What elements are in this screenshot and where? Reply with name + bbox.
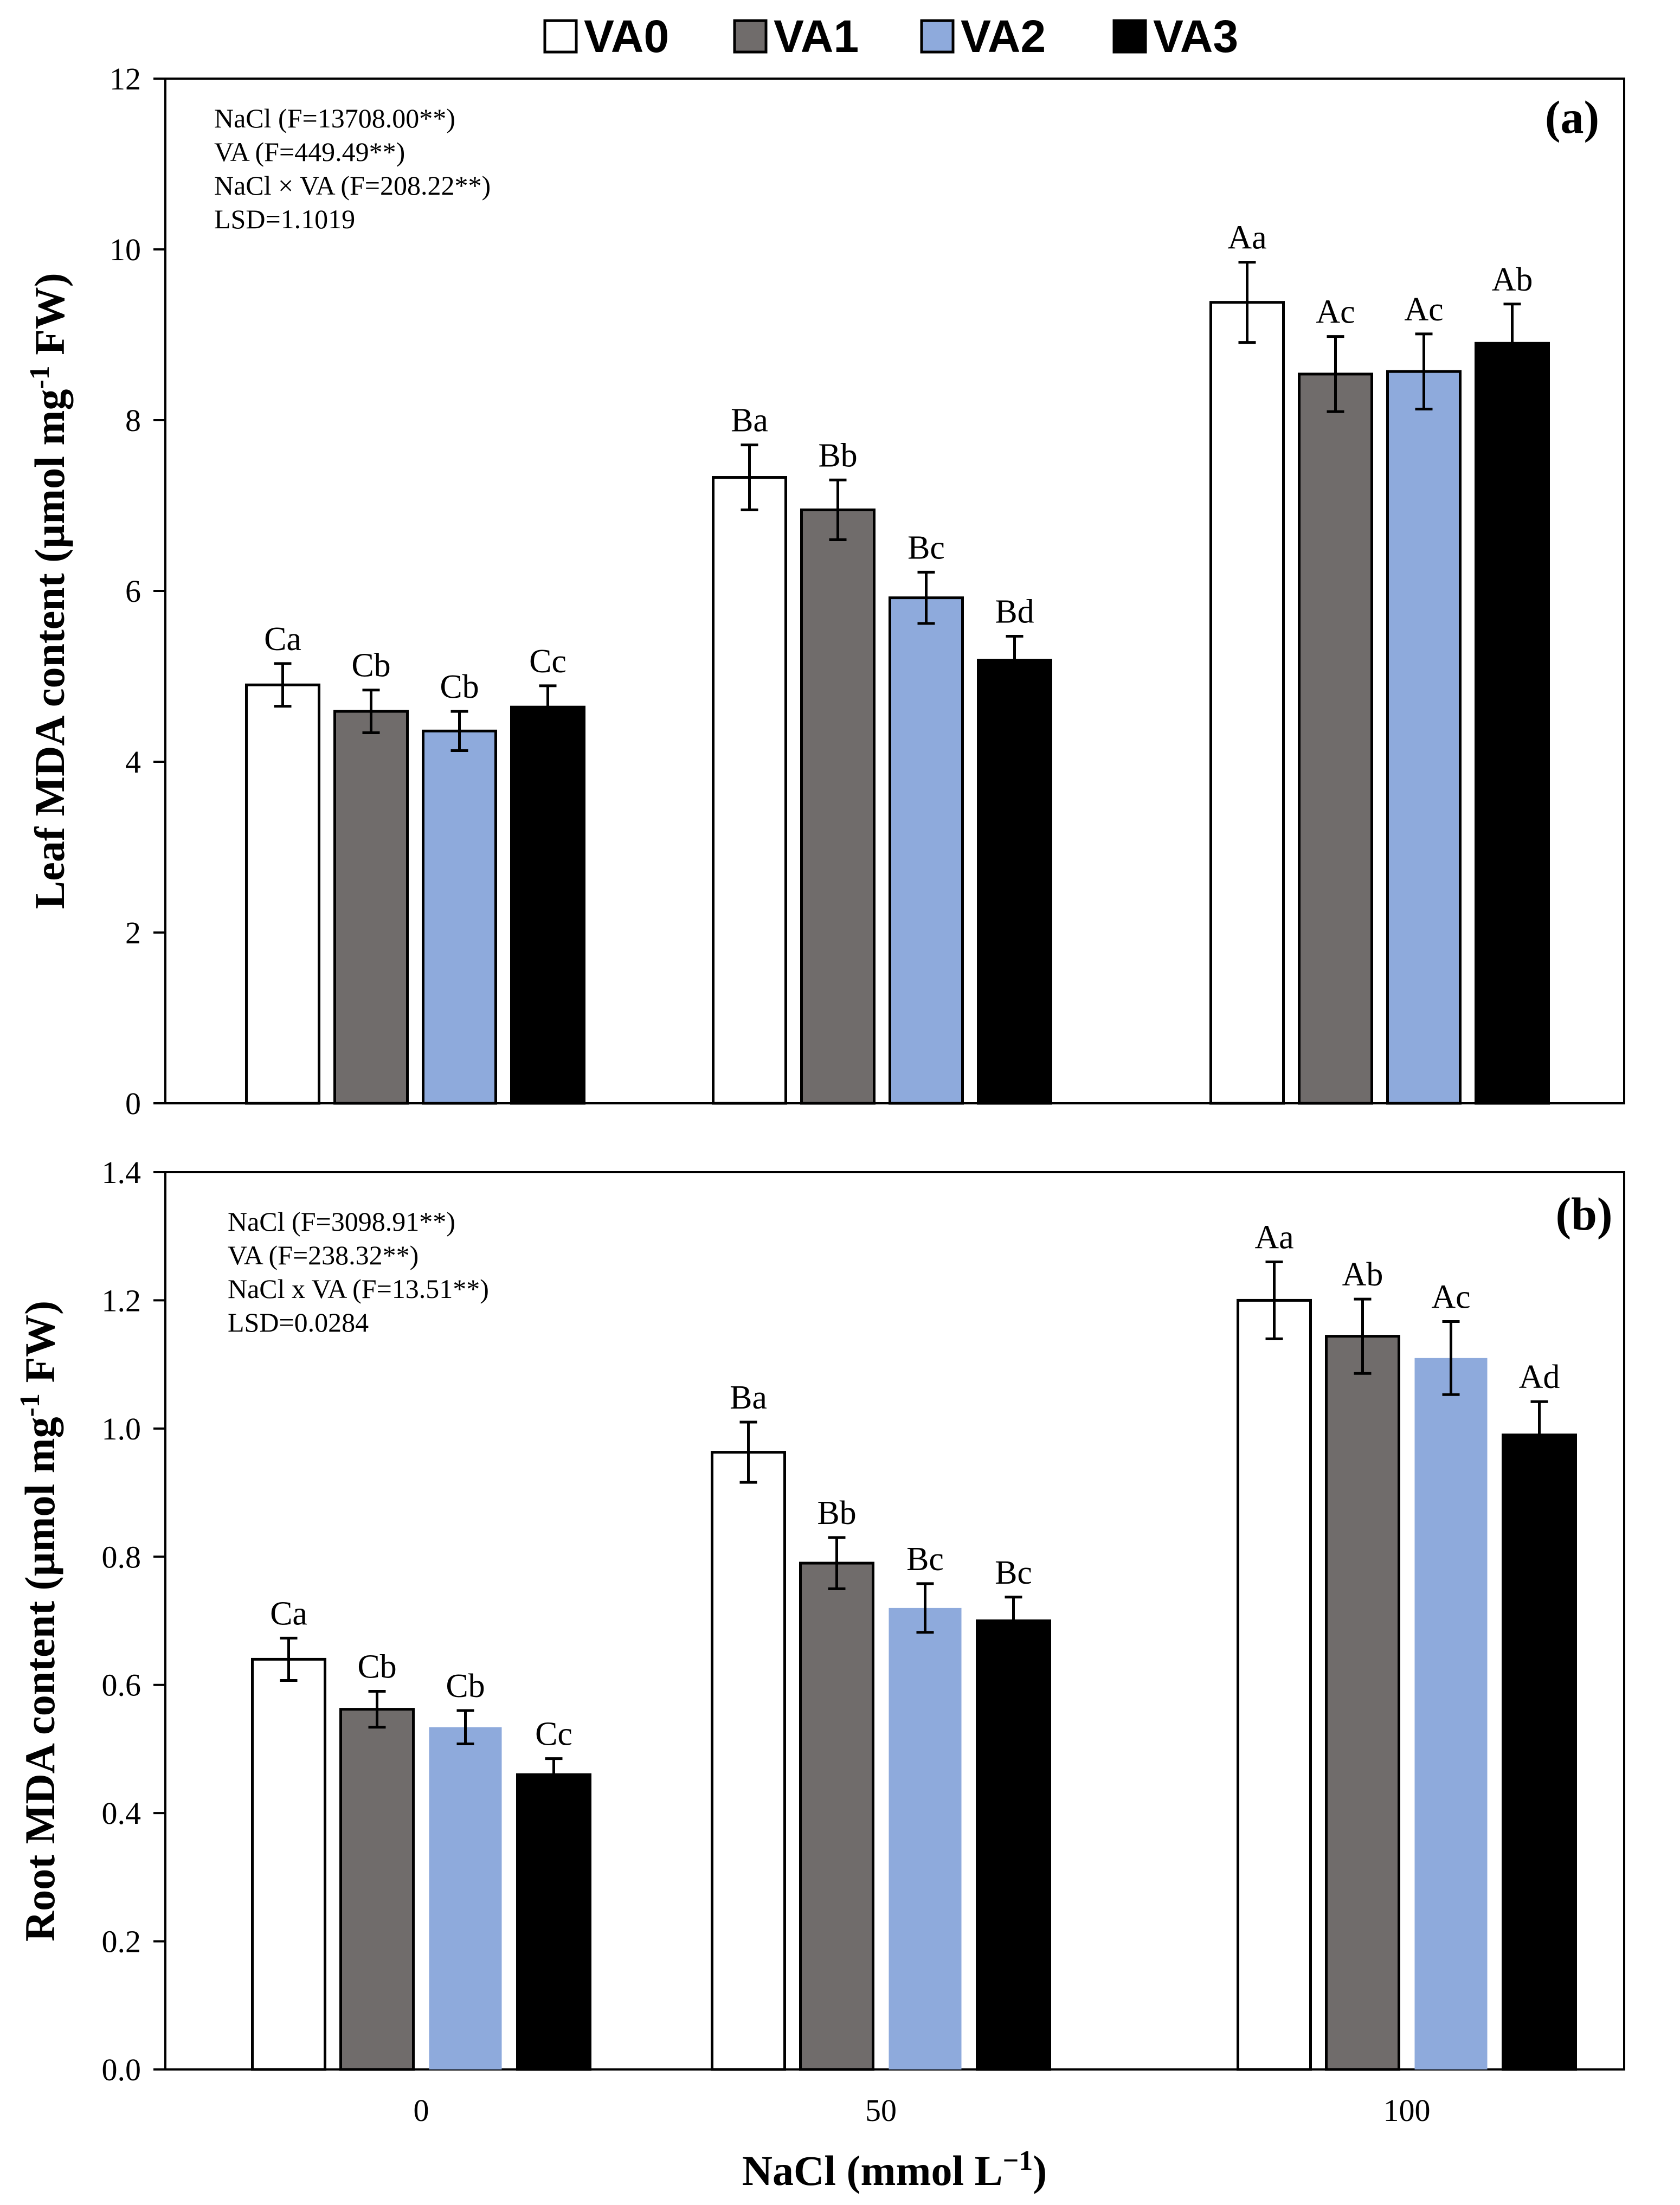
panel-b-y-tick-label: 0.4 (102, 1796, 141, 1831)
panel-b-y-axis: 0.0 0.2 0.4 0.6 0.8 1.0 1.2 1.4 (102, 1155, 165, 2087)
panel-a-bar-va3-0 (510, 705, 585, 1105)
panel-a-significance-label: Ba (731, 402, 768, 439)
panel-a-y-tick-label: 4 (125, 744, 141, 780)
panel-a-label: (a) (1545, 91, 1599, 143)
panel-b-bars: Ca Ba Aa Cb Bb Ab Cb Bc Ac Cc Bc Ad (251, 1219, 1577, 2071)
panel-b-y-tick-label: 1.0 (102, 1411, 141, 1447)
panel-b-bar-va3-0 (516, 1773, 591, 2071)
panel-a-significance-label: Cc (529, 643, 567, 680)
panel-a-stats: NaCl (F=13708.00**) VA (F=449.49**) NaCl… (214, 103, 491, 234)
panel-a-bar-va1-0 (333, 710, 409, 1105)
panel-b-bar-va2-50 (889, 1608, 962, 2069)
panel-a-significance-label: Cb (440, 668, 479, 705)
panel-a-stat-nacl: NaCl (F=13708.00**) (214, 103, 455, 133)
panel-a-y-tick-label: 10 (110, 232, 141, 267)
legend-label-va2: VA2 (961, 11, 1046, 62)
panel-b-stat-interaction: NaCl x VA (F=13.51**) (228, 1274, 489, 1304)
panel-b-significance-label: Aa (1254, 1219, 1293, 1256)
panel-b-x-tick-label: 100 (1383, 2093, 1431, 2128)
panel-b-stat-va: VA (F=238.32**) (228, 1240, 419, 1270)
panel-a-bar-va0-50 (712, 476, 787, 1105)
panel-b-bar-va1-100 (1325, 1335, 1400, 2071)
legend: VA0 VA1 VA2 VA3 (543, 11, 1238, 62)
panel-a-y-tick-label: 6 (125, 574, 141, 609)
panel-a-bar-va3-50 (977, 659, 1052, 1105)
panel-b-significance-label: Bc (995, 1554, 1032, 1591)
panel-b-significance-label: Ab (1342, 1256, 1383, 1293)
panel-a-leaf-mda-chart: 0 2 4 6 8 10 12 Ca Ba Aa Cb Bb Ac Cb Bc Ac Cc Bd Ab (a) N… (24, 61, 1625, 1121)
panel-b-significance-label: Cb (446, 1668, 485, 1705)
panel-b-bar-va2-0 (429, 1727, 502, 2069)
panel-b-significance-label: Cb (357, 1649, 396, 1686)
panel-a-bar-va1-100 (1298, 372, 1373, 1105)
panel-a-stat-va: VA (F=449.49**) (214, 137, 405, 167)
panel-b-x-axis-title: NaCl (mmol L−1) (742, 2145, 1047, 2194)
panel-b-y-axis-title: Root MDA content (µmol mg-1 FW) (15, 1301, 63, 1942)
panel-b-bar-va1-0 (339, 1708, 415, 2071)
panel-b-significance-label: Cc (535, 1716, 572, 1753)
panel-b-bar-va1-50 (799, 1561, 874, 2071)
panel-b-significance-label: Ba (730, 1379, 767, 1416)
legend-label-va3: VA3 (1153, 11, 1238, 62)
panel-b-stat-nacl: NaCl (F=3098.91**) (228, 1206, 455, 1237)
panel-b-y-tick-label: 1.2 (102, 1283, 141, 1318)
panel-a-significance-label: Cb (351, 647, 390, 684)
panel-b-y-tick-label: 0.2 (102, 1924, 141, 1959)
legend-label-va0: VA0 (584, 11, 669, 62)
panel-b-significance-label: Ad (1519, 1359, 1560, 1396)
panel-a-y-tick-label: 8 (125, 403, 141, 438)
panel-a-significance-label: Ac (1404, 291, 1443, 328)
panel-a-bar-va1-50 (800, 508, 876, 1105)
panel-a-significance-label: Bd (995, 593, 1034, 630)
panel-a-stat-interaction: NaCl × VA (F=208.22**) (214, 170, 491, 201)
panel-b-bar-va0-50 (711, 1451, 786, 2071)
panel-b-stats: NaCl (F=3098.91**) VA (F=238.32**) NaCl … (228, 1206, 489, 1338)
panel-b-x-axis: 0 50 100 (414, 2093, 1431, 2128)
panel-b-bar-va3-100 (1502, 1433, 1577, 2071)
legend-swatch-va3 (1112, 19, 1147, 54)
panel-a-bar-va2-0 (422, 729, 497, 1105)
panel-b-bar-va3-50 (976, 1619, 1051, 2071)
panel-a-significance-label: Bb (818, 437, 857, 474)
panel-a-y-tick-label: 12 (110, 61, 141, 97)
panel-b-stat-lsd: LSD=0.0284 (228, 1307, 369, 1338)
panel-b-root-mda-chart: 0.0 0.2 0.4 0.6 0.8 1.0 1.2 1.4 0 50 100 Ca Ba Aa Cb… (15, 1155, 1625, 2194)
legend-swatch-va0 (543, 19, 578, 54)
panel-a-y-axis-title: Leaf MDA content (µmol mg-1 FW) (24, 273, 73, 909)
panel-a-significance-label: Aa (1227, 220, 1266, 256)
panel-a-bar-va2-50 (889, 596, 964, 1105)
panel-b-y-tick-label: 1.4 (102, 1155, 141, 1190)
panel-a-bar-va3-100 (1475, 342, 1550, 1105)
legend-label-va1: VA1 (774, 11, 859, 62)
legend-swatch-va1 (733, 19, 768, 54)
panel-a-bar-va0-100 (1209, 301, 1285, 1105)
panel-b-label: (b) (1555, 1188, 1612, 1240)
panel-a-bar-va2-100 (1386, 370, 1462, 1105)
panel-b-x-tick-label: 0 (414, 2093, 429, 2128)
panel-a-y-tick-label: 2 (125, 915, 141, 950)
panel-b-bar-va2-100 (1414, 1358, 1488, 2069)
legend-swatch-va2 (920, 19, 955, 54)
panel-b-y-tick-label: 0.6 (102, 1668, 141, 1703)
panel-a-y-axis: 0 2 4 6 8 10 12 (110, 61, 165, 1121)
panel-b-bar-va0-0 (251, 1657, 326, 2071)
panel-b-significance-label: Ca (270, 1595, 307, 1632)
panel-a-significance-label: Bc (907, 529, 945, 566)
panel-a-y-tick-label: 0 (125, 1086, 141, 1121)
panel-a-bar-va0-0 (245, 683, 320, 1105)
panel-b-significance-label: Bb (817, 1495, 856, 1532)
panel-a-significance-label: Ac (1316, 294, 1355, 331)
panel-a-bars: Ca Ba Aa Cb Bb Ac Cb Bc Ac Cc Bd Ab (245, 220, 1550, 1105)
panel-b-bar-va0-100 (1237, 1298, 1312, 2071)
panel-b-significance-label: Ac (1431, 1278, 1470, 1315)
panel-a-stat-lsd: LSD=1.1019 (214, 204, 355, 234)
panel-a-significance-label: Ca (264, 621, 301, 658)
panel-b-x-tick-label: 50 (865, 2093, 897, 2128)
panel-b-y-tick-label: 0.8 (102, 1539, 141, 1574)
panel-a-significance-label: Ab (1492, 261, 1533, 298)
panel-b-y-tick-label: 0.0 (102, 2052, 141, 2087)
panel-b-significance-label: Bc (906, 1541, 944, 1578)
